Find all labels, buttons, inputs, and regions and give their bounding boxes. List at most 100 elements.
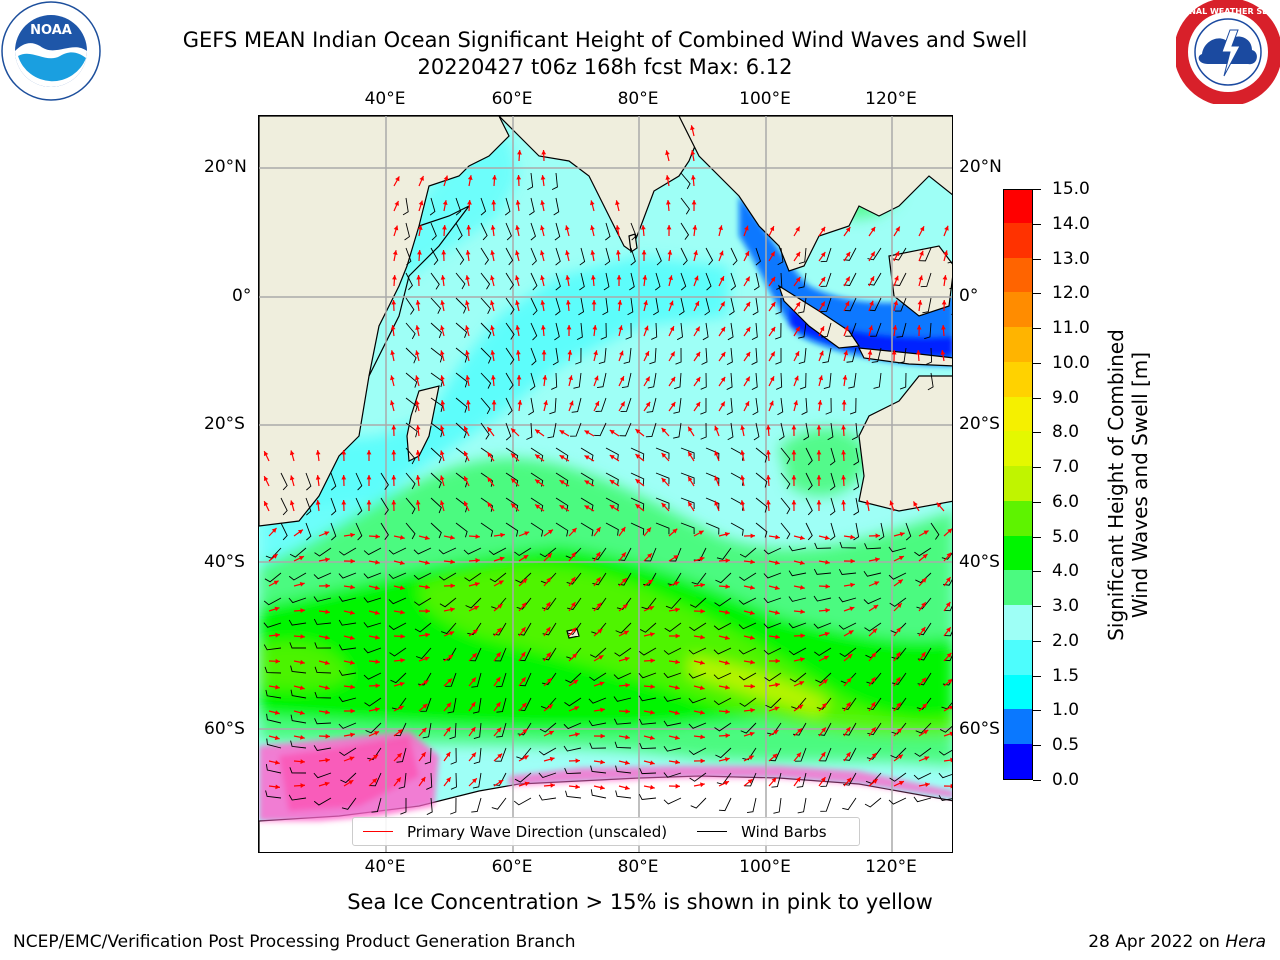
wave-arrow-head [372,778,377,784]
wave-arrow-head [791,450,797,455]
colorbar-title: Significant Height of Combined Wind Wave… [1104,285,1152,685]
wave-arrow-head [594,401,600,407]
wave-arrow-head [466,225,472,230]
wind-barb [680,447,695,459]
wave-arrow-head [592,325,598,330]
wind-barb [338,619,357,626]
wind-barb [816,697,832,710]
wave-arrow-head [640,225,646,230]
wave-arrow-head [393,225,399,231]
wave-arrow-head [375,683,380,689]
wave-arrow-head [535,479,541,485]
wind-barb [573,372,582,389]
wave-arrow-head [300,759,305,764]
wave-arrow-head [548,730,554,736]
wind-barb [580,447,594,462]
wave-arrow-head [564,225,570,231]
wind-barb [842,797,857,811]
wind-barb [380,522,389,540]
wave-arrow-head [820,226,826,232]
wind-barb [839,541,857,549]
wave-arrow-head [699,685,705,691]
wind-barb [604,247,611,266]
wind-barb [363,547,382,556]
wind-barb [341,797,357,810]
wave-arrow-head [522,729,528,734]
wave-arrow-head [898,780,904,786]
wind-barb [820,247,832,263]
wave-arrow-head [872,779,878,784]
wind-barb [805,522,813,541]
wave-arrow-head [439,425,445,431]
wave-arrow-head [465,400,471,405]
wave-arrow-head [747,779,753,784]
lat-tick-left-60s: 60°S [204,719,245,739]
map-legend: Primary Wave Direction (unscaled) Wind B… [352,817,860,846]
wave-arrow-head [273,580,279,585]
wind-barb [365,722,382,734]
wind-barb [644,547,657,562]
wave-arrow-head [546,678,552,683]
wave-arrow-head [341,450,347,455]
wind-barb [691,572,707,585]
wave-arrow-head [725,609,730,615]
wave-arrow-head [584,455,590,460]
wave-arrow-head [868,325,874,331]
wind-barb [848,372,857,389]
wind-barb [539,722,557,733]
wave-arrow-head [440,375,445,381]
wind-barb [630,222,637,241]
wave-arrow-head [424,560,430,565]
wave-arrow-head [609,480,615,485]
wind-barb [330,522,337,541]
lat-tick-left-40s: 40°S [204,552,245,572]
wave-arrow-head [541,350,547,355]
wind-barb [578,297,585,316]
wave-arrow-head [774,585,780,591]
wind-barb [663,720,682,727]
wind-barb [449,722,457,740]
wind-barb [924,322,932,340]
wind-barb [455,222,463,241]
wind-barb [575,347,582,365]
wave-arrow-head [875,533,880,539]
wave-arrow-head [769,226,775,232]
wave-arrow-head [850,582,855,588]
wind-barb [430,247,439,266]
wind-barb [414,622,432,633]
wind-barb [753,422,760,441]
wave-arrow-head [635,479,641,484]
wave-direction-arrow [943,759,952,762]
wind-barb [305,522,312,541]
wind-barb [739,697,757,707]
wave-arrow-head [724,532,730,537]
wind-barb [480,522,494,537]
wave-arrow-head [490,275,495,281]
wind-barb [598,347,607,365]
wind-barb [538,747,557,756]
wind-barb [398,772,407,789]
wave-arrow-head [349,635,355,641]
wind-barb [442,647,457,661]
wave-arrow-head [521,602,527,608]
wave-arrow-head [665,150,670,156]
wave-arrow-head [424,656,430,662]
wind-barb [705,247,714,266]
wave-arrow-head [600,733,605,739]
wave-arrow-head [872,628,878,634]
wave-arrow-head [720,326,726,332]
wave-arrow-head [374,635,380,640]
wind-barb [845,322,857,337]
wave-arrow-head [540,275,545,281]
wind-barb [405,297,415,315]
wave-arrow-head [740,450,745,456]
wind-barb [927,372,934,391]
wind-barb [576,322,583,341]
colorbar-tick-label: 0.5 [1052,735,1080,756]
colorbar [1003,189,1033,780]
wind-barb [726,347,733,366]
wave-arrow-head [350,684,355,690]
wave-arrow-head [714,475,719,481]
wind-barb [363,672,382,680]
wave-arrow-head [649,606,655,611]
